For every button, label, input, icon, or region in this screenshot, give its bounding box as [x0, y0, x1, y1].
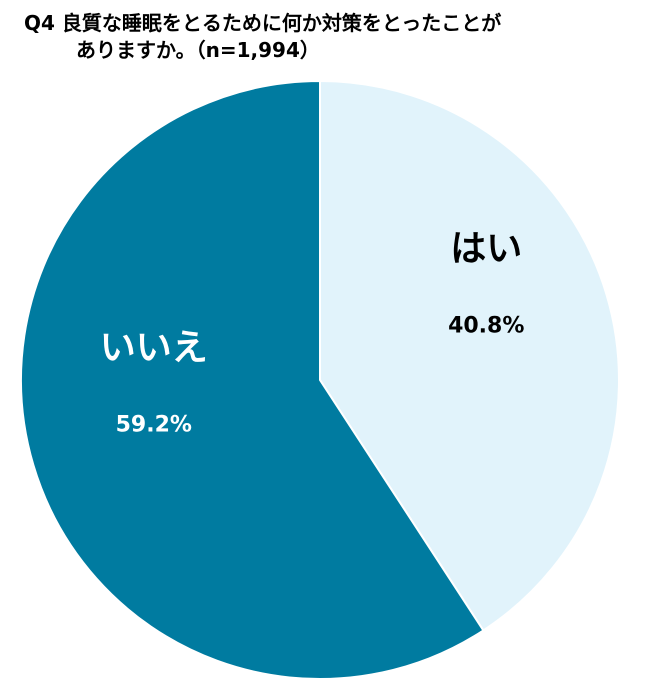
- slice-label-2: いいえ: [100, 327, 208, 368]
- slice-value-label-2: 59.2%: [116, 412, 192, 437]
- title-line-2: ありますか。（n=1,994）: [76, 38, 320, 62]
- pie-slice-2: [20, 79, 485, 680]
- title-line-1: Q4 良質な睡眠をとるために何か対策をとったことが: [24, 11, 502, 35]
- slice-value-label-1: 40.8%: [448, 314, 524, 339]
- chart-title: Q4 良質な睡眠をとるために何か対策をとったことが ありますか。（n=1,994…: [24, 10, 624, 64]
- slice-label-1: はい: [450, 229, 522, 270]
